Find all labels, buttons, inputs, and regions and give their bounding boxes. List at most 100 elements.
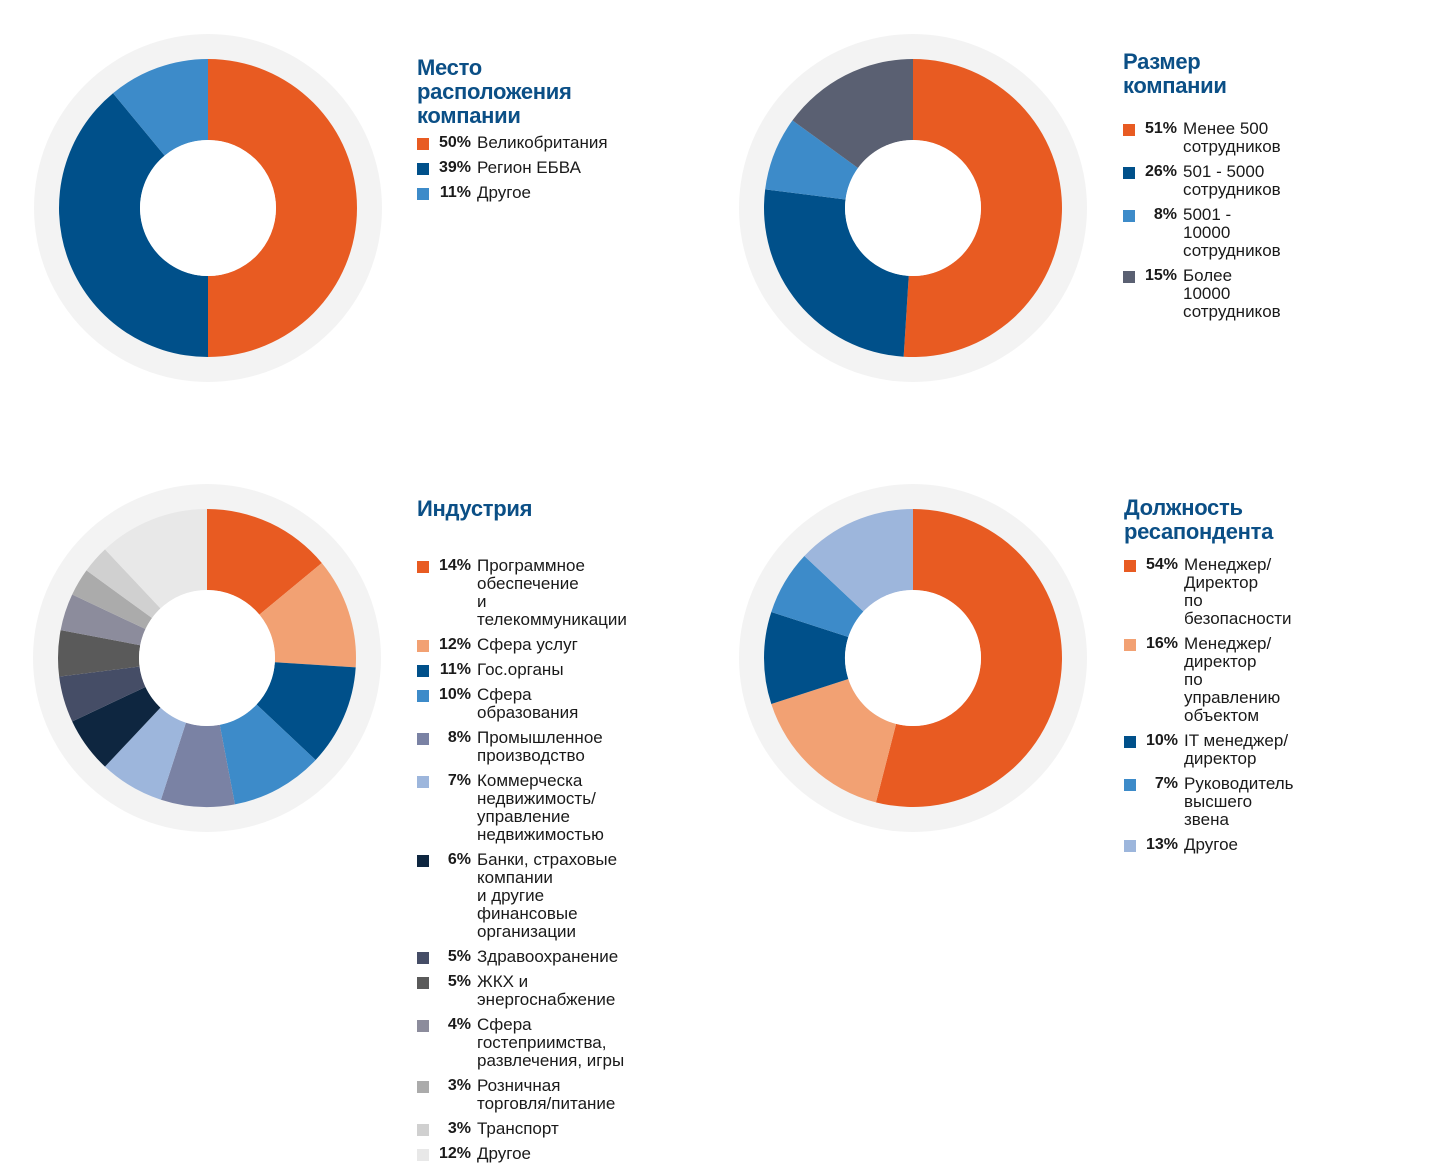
donut-hole xyxy=(845,590,981,726)
legend-swatch xyxy=(417,1081,429,1093)
legend-percent: 26% xyxy=(1144,163,1177,180)
legend-list: 51% Менее 500 сотрудников 26% 501 - 5000 со… xyxy=(1123,120,1281,321)
legend-swatch xyxy=(417,561,429,573)
legend-swatch xyxy=(417,665,429,677)
legend-percent: 8% xyxy=(1153,206,1177,223)
legend-swatch xyxy=(1123,124,1135,136)
legend-label: Сфера гостеприимства, развлечения, игры xyxy=(477,1015,625,1070)
legend-item: 12% Другое xyxy=(417,1145,627,1163)
legend-percent: 6% xyxy=(447,851,471,868)
legend-label: Гос.органы xyxy=(477,660,564,679)
legend-percent: 8% xyxy=(447,729,471,746)
donut-slice xyxy=(256,662,356,760)
donut-slice xyxy=(219,704,316,805)
chart-title-company-size: Размер компании xyxy=(1123,49,1227,98)
legend-item: 3% Розничная торговля/питание xyxy=(417,1077,627,1113)
chart-title-industry: Индустрия xyxy=(417,496,533,521)
legend-list: 54% Менеджер/Директор по безопасности 16% М… xyxy=(1124,556,1294,854)
legend-item: 12% Сфера услуг xyxy=(417,636,627,654)
legend-percent: 51% xyxy=(1144,120,1177,137)
donut-slice xyxy=(207,509,322,615)
donut-slice xyxy=(771,679,897,803)
legend-swatch xyxy=(417,1020,429,1032)
donut-slice xyxy=(160,722,235,807)
legend-list: 14% Программное обеспечение и телекоммуни… xyxy=(417,557,627,1163)
legend-percent: 10% xyxy=(1145,732,1178,749)
legend-percent: 54% xyxy=(1145,556,1178,573)
donut-slice xyxy=(113,59,208,156)
legend-percent: 15% xyxy=(1144,267,1177,284)
legend-item: 7% Коммерческа недвижимость/ управление н… xyxy=(417,772,627,844)
donut-hole xyxy=(140,140,276,276)
legend-label: Менеджер/директор по управлению объектом xyxy=(1184,634,1281,725)
legend-percent: 11% xyxy=(439,184,471,201)
legend-percent: 12% xyxy=(438,1145,471,1162)
legend-item: 5% ЖКХ и энергоснабжение xyxy=(417,973,627,1009)
legend-swatch xyxy=(1123,210,1135,222)
donut-slice xyxy=(259,563,356,668)
legend-item: 16% Менеджер/директор по управлению объек… xyxy=(1124,635,1294,725)
legend-item: 6% Банки, страховые компании и другие фин… xyxy=(417,851,627,941)
legend-percent: 14% xyxy=(438,557,471,574)
donut-slice xyxy=(792,59,913,169)
legend-company-size: Размер компании 51% Менее 500 сотрудников… xyxy=(1123,50,1281,328)
donut-slice xyxy=(72,570,152,630)
legend-item: 51% Менее 500 сотрудников xyxy=(1123,120,1281,156)
legend-swatch xyxy=(1123,167,1135,179)
legend-industry: Индустрия 14% Программное обеспечение и т… xyxy=(417,497,627,1170)
legend-percent: 16% xyxy=(1145,635,1178,652)
legend-swatch xyxy=(417,690,429,702)
donut-chart-industry xyxy=(33,484,381,832)
chart-title-respondent-position: Должность ресапондента xyxy=(1124,495,1274,544)
donut-slice xyxy=(764,611,849,705)
legend-item: 54% Менеджер/Директор по безопасности xyxy=(1124,556,1294,628)
legend-item: 8% Промышленное производство xyxy=(417,729,627,765)
legend-label: Руководитель высшего звена xyxy=(1184,774,1294,829)
donut-slice xyxy=(208,59,357,357)
legend-percent: 3% xyxy=(447,1077,471,1094)
legend-label: Транспорт xyxy=(477,1119,559,1138)
donut-slice xyxy=(903,59,1062,357)
donut-slice xyxy=(59,93,209,357)
legend-location: Место расположения компании 50% Великобри… xyxy=(417,56,608,209)
legend-swatch xyxy=(1124,779,1136,791)
legend-item: 10% Сфера образования xyxy=(417,686,627,722)
legend-label: Менее 500 сотрудников xyxy=(1183,119,1281,156)
legend-item: 7% Руководитель высшего звена xyxy=(1124,775,1294,829)
legend-swatch xyxy=(417,138,429,150)
legend-item: 39% Регион ЕБВА xyxy=(417,159,608,177)
legend-label: Банки, страховые компании и другие финан… xyxy=(477,850,618,941)
donut-slice xyxy=(86,549,161,619)
donut-hole xyxy=(845,140,981,276)
legend-label: 501 - 5000 сотрудников xyxy=(1183,162,1281,199)
legend-swatch xyxy=(417,1149,429,1161)
legend-swatch xyxy=(417,855,429,867)
legend-swatch xyxy=(417,733,429,745)
legend-percent: 3% xyxy=(447,1120,471,1137)
legend-label: Менеджер/Директор по безопасности xyxy=(1184,555,1292,628)
legend-percent: 12% xyxy=(438,636,471,653)
donut-slice xyxy=(72,686,161,767)
legend-swatch xyxy=(417,188,429,200)
legend-percent: 50% xyxy=(438,134,471,151)
legend-list: 50% Великобритания 39% Регион ЕБВА 11% Другое xyxy=(417,134,608,202)
legend-item: 50% Великобритания xyxy=(417,134,608,152)
legend-item: 8% 5001 - 10000 сотрудников xyxy=(1123,206,1281,260)
donut-chart-location xyxy=(34,34,382,382)
legend-item: 15% Более 10000 сотрудников xyxy=(1123,267,1281,321)
legend-item: 3% Транспорт xyxy=(417,1120,627,1138)
legend-swatch xyxy=(417,1124,429,1136)
legend-swatch xyxy=(1123,271,1135,283)
legend-label: 5001 - 10000 сотрудников xyxy=(1183,205,1281,260)
legend-label: ЖКХ и энергоснабжение xyxy=(477,972,616,1009)
legend-item: 10% IT менеджер/директор xyxy=(1124,732,1294,768)
donut-chart-respondent-position xyxy=(739,484,1087,832)
legend-label: Регион ЕБВА xyxy=(477,158,581,177)
legend-swatch xyxy=(1124,639,1136,651)
legend-item: 4% Сфера гостеприимства, развлечения, игр… xyxy=(417,1016,627,1070)
legend-label: IT менеджер/директор xyxy=(1184,731,1289,768)
legend-label: Розничная торговля/питание xyxy=(477,1076,616,1113)
legend-percent: 5% xyxy=(447,973,471,990)
donut-slice xyxy=(804,509,913,612)
legend-swatch xyxy=(1124,736,1136,748)
